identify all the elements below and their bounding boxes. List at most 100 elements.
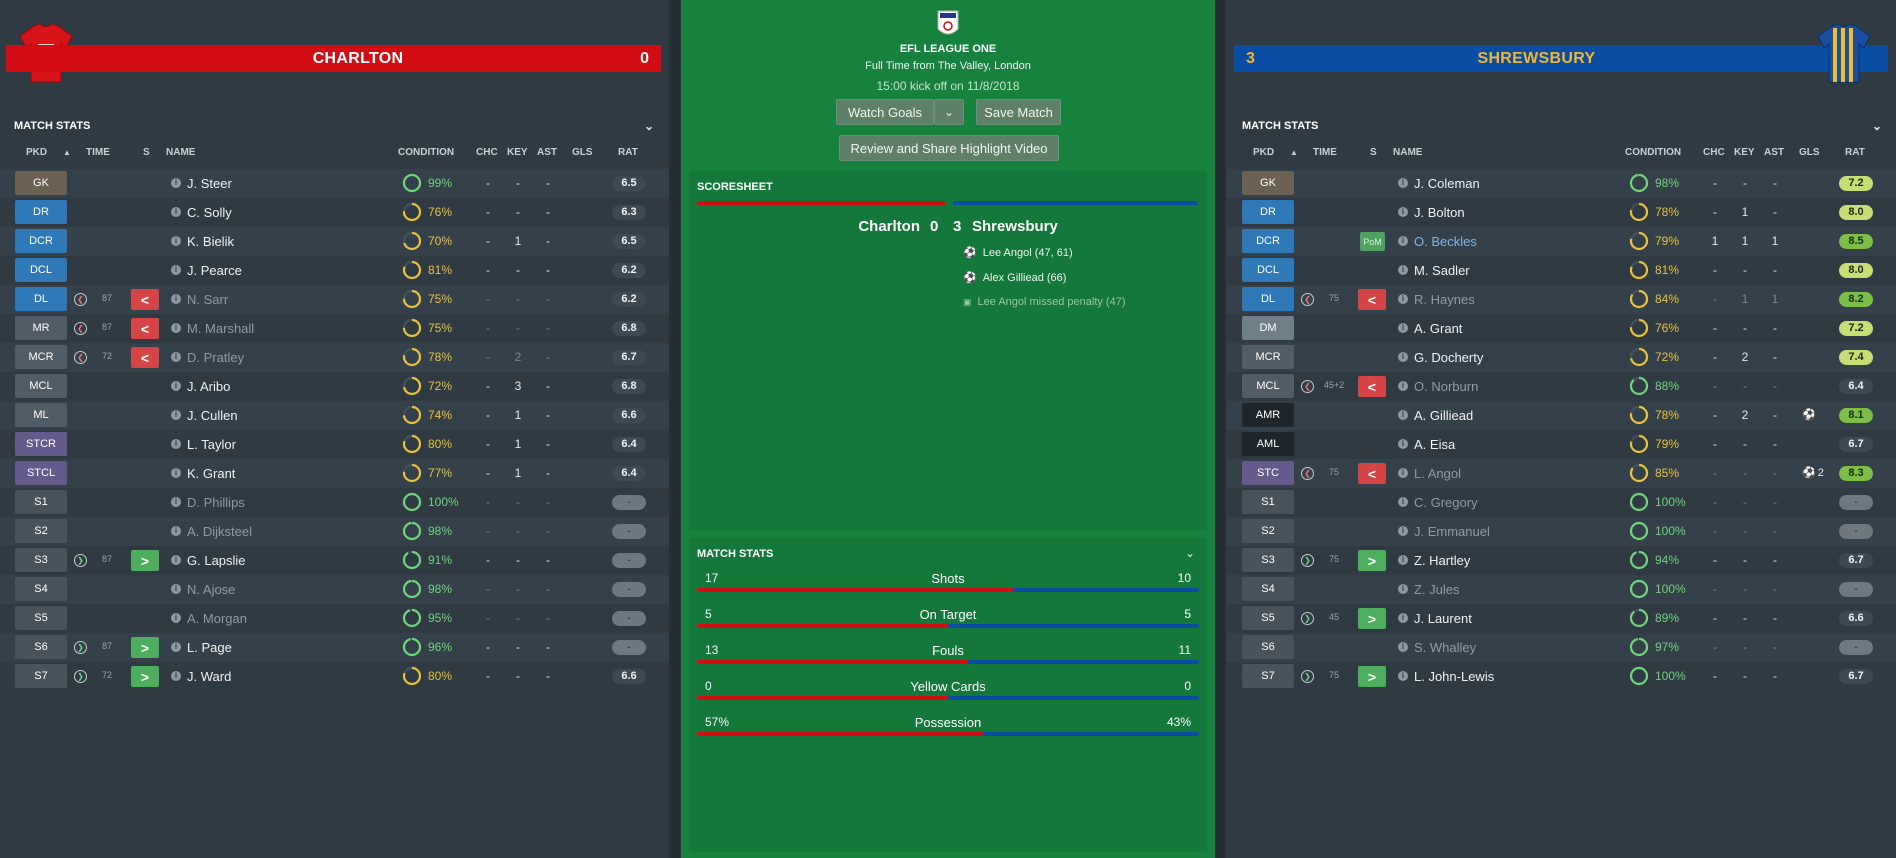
player-name[interactable]: L. Angol (1414, 466, 1461, 481)
position-badge[interactable]: AMR (1242, 403, 1294, 427)
position-badge[interactable]: DCL (1242, 258, 1294, 282)
player-name[interactable]: O. Norburn (1414, 379, 1479, 394)
info-icon[interactable]: i (171, 323, 181, 333)
position-badge[interactable]: S1 (15, 490, 67, 514)
chevron-down-icon[interactable]: ⌄ (1184, 546, 1195, 560)
col-pkd[interactable]: PKD (1253, 147, 1275, 158)
info-icon[interactable]: i (1398, 410, 1408, 420)
sort-asc-icon[interactable]: ▲ (63, 148, 71, 157)
position-badge[interactable]: DM (1242, 316, 1294, 340)
goal-event[interactable]: ⚽ Lee Angol (47, 61) (963, 246, 1073, 260)
position-badge[interactable]: MCR (1242, 345, 1294, 369)
col-gls[interactable]: GLS (572, 147, 593, 158)
player-name[interactable]: M. Sadler (1414, 263, 1470, 278)
player-name[interactable]: N. Ajose (187, 582, 236, 597)
player-row[interactable]: GK i J. Coleman 98% - - - 7.2 (1226, 169, 1896, 198)
info-icon[interactable]: i (1398, 642, 1408, 652)
info-icon[interactable]: i (171, 207, 181, 217)
watch-goals-dropdown-icon[interactable]: ⌄ (934, 99, 964, 125)
position-badge[interactable]: S1 (1242, 490, 1294, 514)
info-icon[interactable]: i (1398, 497, 1408, 507)
player-row[interactable]: S2 i A. Dijksteel 98% - - - - (0, 517, 669, 546)
col-s[interactable]: S (1370, 147, 1377, 158)
info-icon[interactable]: i (1398, 323, 1408, 333)
info-icon[interactable]: i (171, 584, 181, 594)
info-icon[interactable]: i (1398, 352, 1408, 362)
player-row[interactable]: DR i C. Solly 76% - - - 6.3 (0, 198, 669, 227)
info-icon[interactable]: i (1398, 294, 1408, 304)
position-badge[interactable]: DR (15, 200, 67, 224)
player-row[interactable]: S7 ❯ 72 > i J. Ward 80% - - - 6.6 (0, 662, 669, 691)
position-badge[interactable]: MCL (15, 374, 67, 398)
player-name[interactable]: L. John-Lewis (1414, 669, 1495, 684)
info-icon[interactable]: i (171, 178, 181, 188)
info-icon[interactable]: i (1398, 584, 1408, 594)
player-name[interactable]: J. Ward (187, 669, 232, 684)
sort-asc-icon[interactable]: ▲ (1290, 148, 1298, 157)
info-icon[interactable]: i (1398, 468, 1408, 478)
player-name[interactable]: J. Cullen (187, 408, 238, 423)
position-badge[interactable]: DCL (15, 258, 67, 282)
player-name[interactable]: Z. Hartley (1414, 553, 1471, 568)
player-name[interactable]: N. Sarr (187, 292, 229, 307)
player-name[interactable]: L. Taylor (187, 437, 236, 452)
position-badge[interactable]: S7 (15, 664, 67, 688)
chevron-down-icon[interactable]: ⌄ (1871, 119, 1882, 133)
col-time[interactable]: TIME (1313, 147, 1337, 158)
player-row[interactable]: MR ❮ 87 < i M. Marshall 75% - - - 6.8 (0, 314, 669, 343)
player-row[interactable]: ML i J. Cullen 74% - 1 - 6.6 (0, 401, 669, 430)
player-name[interactable]: A. Morgan (187, 611, 247, 626)
player-row[interactable]: S1 i C. Gregory 100% - - - - (1226, 488, 1896, 517)
player-name[interactable]: L. Page (187, 640, 232, 655)
position-badge[interactable]: DL (15, 287, 67, 311)
player-row[interactable]: MCR ❮ 72 < i D. Pratley 78% - 2 - 6.7 (0, 343, 669, 372)
player-name[interactable]: A. Eisa (1414, 437, 1456, 452)
watch-goals-button[interactable]: Watch Goals (836, 99, 934, 125)
info-icon[interactable]: i (171, 439, 181, 449)
player-name[interactable]: S. Whalley (1414, 640, 1477, 655)
scoreline-home-name[interactable]: Charlton (858, 218, 920, 235)
player-row[interactable]: DCL i M. Sadler 81% - - - 8.0 (1226, 256, 1896, 285)
position-badge[interactable]: MCL (1242, 374, 1294, 398)
player-row[interactable]: MCR i G. Docherty 72% - 2 - 7.4 (1226, 343, 1896, 372)
player-row[interactable]: AML i A. Eisa 79% - - - 6.7 (1226, 430, 1896, 459)
info-icon[interactable]: i (171, 265, 181, 275)
info-icon[interactable]: i (171, 526, 181, 536)
info-icon[interactable]: i (1398, 178, 1408, 188)
col-rat[interactable]: RAT (618, 147, 638, 158)
player-row[interactable]: STCL i K. Grant 77% - 1 - 6.4 (0, 459, 669, 488)
player-name[interactable]: M. Marshall (187, 321, 255, 336)
player-row[interactable]: DR i J. Bolton 78% - 1 - 8.0 (1226, 198, 1896, 227)
position-badge[interactable]: GK (1242, 171, 1294, 195)
player-name[interactable]: J. Bolton (1414, 205, 1465, 220)
position-badge[interactable]: S7 (1242, 664, 1294, 688)
col-key[interactable]: KEY (1734, 147, 1755, 158)
player-name[interactable]: C. Solly (187, 205, 232, 220)
player-row[interactable]: S2 i J. Emmanuel 100% - - - - (1226, 517, 1896, 546)
chevron-down-icon[interactable]: ⌄ (643, 119, 654, 133)
position-badge[interactable]: DCR (15, 229, 67, 253)
player-name[interactable]: J. Steer (187, 176, 232, 191)
away-team-name[interactable]: SHREWSBURY (1477, 49, 1596, 67)
player-row[interactable]: DL ❮ 87 < i N. Sarr 75% - - - 6.2 (0, 285, 669, 314)
position-badge[interactable]: S4 (15, 577, 67, 601)
info-icon[interactable]: i (1398, 555, 1408, 565)
info-icon[interactable]: i (171, 671, 181, 681)
missed-penalty-event[interactable]: ▣ Lee Angol missed penalty (47) (963, 296, 1126, 308)
info-icon[interactable]: i (1398, 526, 1408, 536)
player-name[interactable]: J. Pearce (187, 263, 242, 278)
player-name[interactable]: R. Haynes (1414, 292, 1475, 307)
col-condition[interactable]: CONDITION (1625, 147, 1682, 158)
col-time[interactable]: TIME (86, 147, 110, 158)
info-icon[interactable]: i (171, 468, 181, 478)
info-icon[interactable]: i (171, 381, 181, 391)
player-row[interactable]: S4 i Z. Jules 100% - - - - (1226, 575, 1896, 604)
col-s[interactable]: S (143, 147, 150, 158)
player-name[interactable]: D. Phillips (187, 495, 245, 510)
position-badge[interactable]: S3 (15, 548, 67, 572)
player-name[interactable]: A. Gilliead (1414, 408, 1474, 423)
info-icon[interactable]: i (1398, 381, 1408, 391)
info-icon[interactable]: i (1398, 236, 1408, 246)
col-gls[interactable]: GLS (1799, 147, 1820, 158)
col-name[interactable]: NAME (1393, 147, 1423, 158)
